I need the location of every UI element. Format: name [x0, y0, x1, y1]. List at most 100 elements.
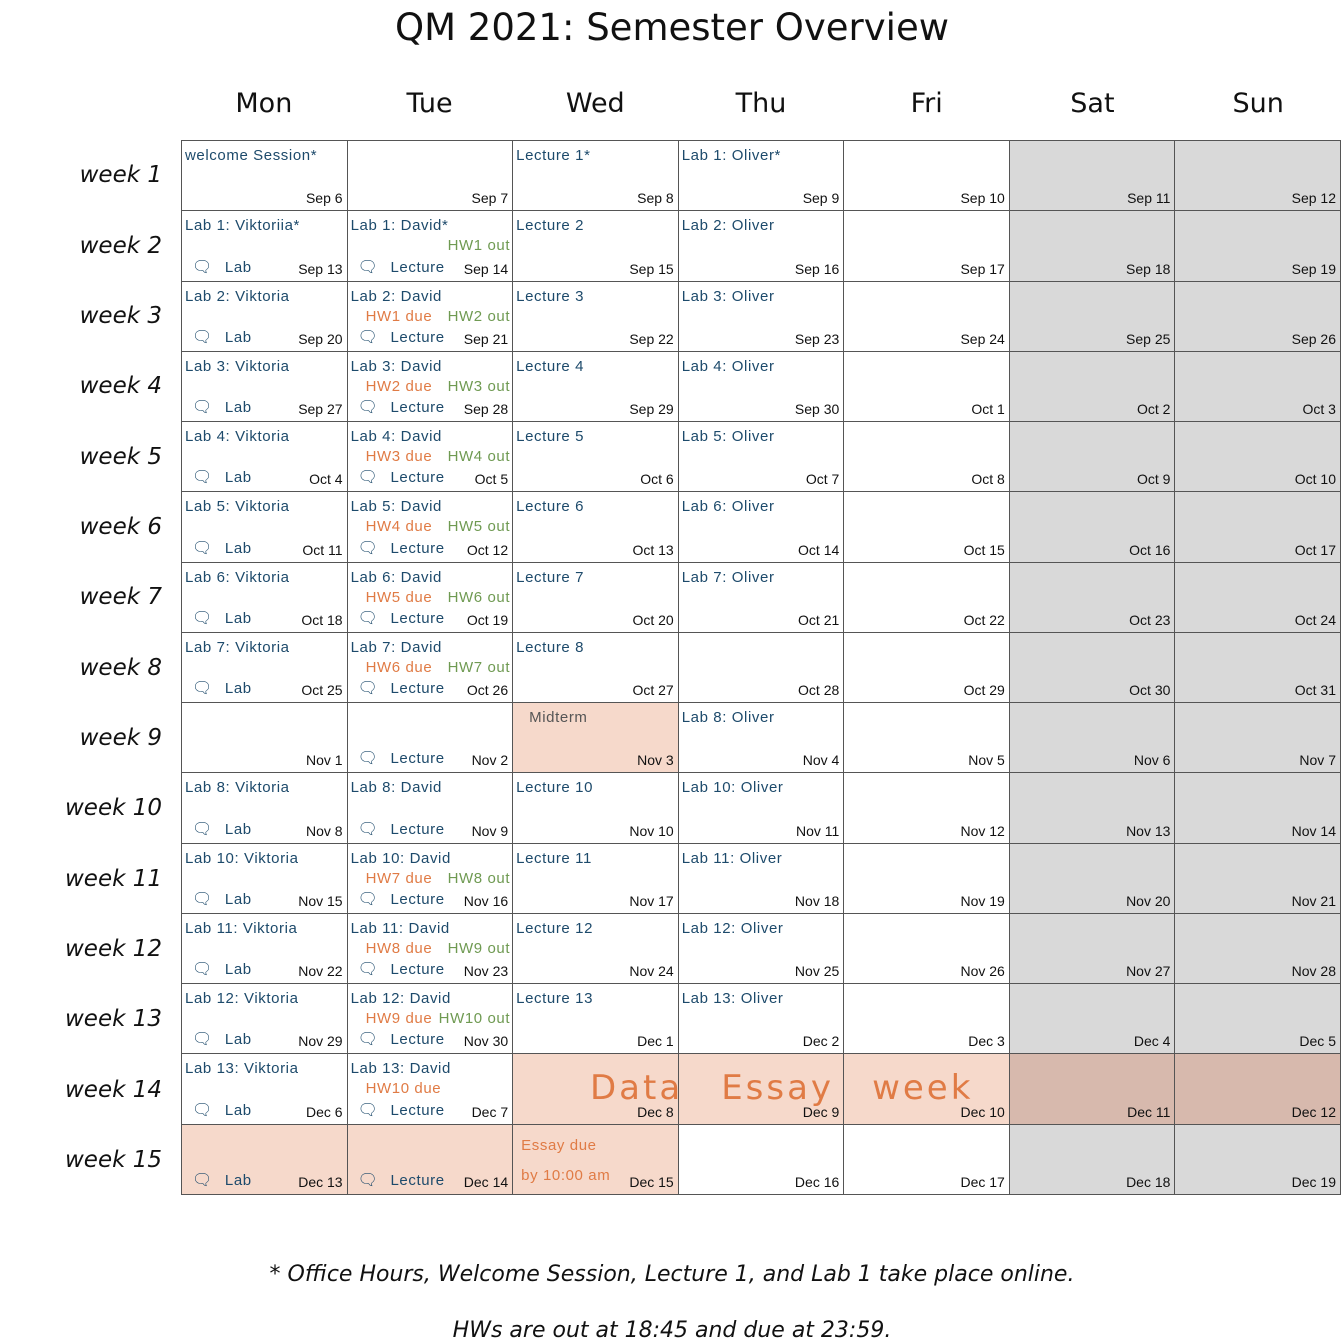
- calendar-day-cell[interactable]: Lab 10: Oliver Nov 11: [678, 773, 845, 844]
- calendar-day-cell[interactable]: Lab 5: Viktoria 🗨 Lab Oct 11: [182, 492, 348, 563]
- calendar-day-cell[interactable]: Dec 5: [1175, 984, 1341, 1055]
- calendar-day-cell[interactable]: Lecture 2 Sep 15: [513, 211, 679, 282]
- calendar-day-cell[interactable]: Oct 28: [678, 632, 845, 704]
- calendar-day-cell[interactable]: Nov 20: [1009, 843, 1176, 914]
- calendar-day-cell[interactable]: Lab 2: Viktoria 🗨 Lab Sep 20: [182, 281, 348, 352]
- calendar-day-cell[interactable]: Nov 12: [844, 773, 1010, 844]
- calendar-day-cell[interactable]: Lab 4: David HW3 due HW4 out 🗨 Lecture Oct 5: [347, 422, 514, 493]
- calendar-day-cell[interactable]: Lab 10: David HW7 due HW8 out 🗨 Lecture Nov 1…: [347, 843, 514, 914]
- calendar-day-cell[interactable]: Lecture 11 Nov 17: [513, 843, 679, 914]
- calendar-day-cell[interactable]: Lab 3: Oliver Sep 23: [678, 281, 845, 352]
- calendar-day-cell[interactable]: Lecture 4 Sep 29: [513, 351, 679, 423]
- calendar-day-cell[interactable]: Essay due by 10:00 am Dec 15: [513, 1124, 679, 1195]
- calendar-day-cell[interactable]: Lab 2: David HW1 due HW2 out 🗨 Lecture Sep 21: [347, 281, 514, 352]
- calendar-day-cell[interactable]: Lecture 12 Nov 24: [513, 913, 679, 985]
- calendar-day-cell[interactable]: Nov 27: [1009, 913, 1176, 985]
- calendar-day-cell[interactable]: Lab 7: Viktoria 🗨 Lab Oct 25: [182, 632, 348, 704]
- calendar-day-cell[interactable]: Lab 8: David 🗨 Lecture Nov 9: [347, 773, 514, 844]
- calendar-day-cell[interactable]: Oct 22: [844, 562, 1010, 633]
- calendar-day-cell[interactable]: Midterm Nov 3: [513, 703, 679, 774]
- calendar-day-cell[interactable]: 🗨 Lecture Nov 2: [347, 703, 514, 774]
- calendar-day-cell[interactable]: Lab 8: Oliver Nov 4: [678, 703, 845, 774]
- calendar-day-cell[interactable]: Lab 13: David HW10 due 🗨 Lecture Dec 7: [347, 1054, 514, 1125]
- calendar-day-cell[interactable]: Sep 17: [844, 211, 1010, 282]
- calendar-day-cell[interactable]: Lab 3: David HW2 due HW3 out 🗨 Lecture Sep 28: [347, 351, 514, 423]
- calendar-day-cell[interactable]: Oct 9: [1009, 422, 1176, 493]
- calendar-day-cell[interactable]: Oct 23: [1009, 562, 1176, 633]
- calendar-day-cell[interactable]: Lab 8: Viktoria 🗨 Lab Nov 8: [182, 773, 348, 844]
- calendar-day-cell[interactable]: Lab 12: Viktoria 🗨 Lab Nov 29: [182, 984, 348, 1055]
- calendar-day-cell[interactable]: Oct 3: [1175, 351, 1341, 423]
- calendar-day-cell[interactable]: Lecture 5 Oct 6: [513, 422, 679, 493]
- calendar-day-cell[interactable]: Sep 10: [844, 141, 1010, 212]
- calendar-day-cell[interactable]: Lab 13: Oliver Dec 2: [678, 984, 845, 1055]
- calendar-day-cell[interactable]: Lecture 6 Oct 13: [513, 492, 679, 563]
- calendar-day-cell[interactable]: Sep 12: [1175, 141, 1341, 212]
- calendar-day-cell[interactable]: welcome Session* Sep 6: [182, 141, 348, 212]
- calendar-day-cell[interactable]: Oct 29: [844, 632, 1010, 704]
- calendar-day-cell[interactable]: Lecture 13 Dec 1: [513, 984, 679, 1055]
- calendar-day-cell[interactable]: 🗨 Lab Dec 13: [182, 1124, 348, 1195]
- calendar-day-cell[interactable]: Dec 3: [844, 984, 1010, 1055]
- calendar-day-cell[interactable]: Nov 7: [1175, 703, 1341, 774]
- calendar-day-cell[interactable]: Lab 2: Oliver Sep 16: [678, 211, 845, 282]
- calendar-day-cell[interactable]: Oct 2: [1009, 351, 1176, 423]
- calendar-day-cell[interactable]: Dec 17: [844, 1124, 1010, 1195]
- calendar-day-cell[interactable]: Lab 12: David HW9 due HW10 out 🗨 Lecture Nov …: [347, 984, 514, 1055]
- calendar-day-cell[interactable]: Nov 5: [844, 703, 1010, 774]
- calendar-day-cell[interactable]: Lab 4: Oliver Sep 30: [678, 351, 845, 423]
- calendar-day-cell[interactable]: Sep 26: [1175, 281, 1341, 352]
- calendar-day-cell[interactable]: Dec 16: [678, 1124, 845, 1195]
- calendar-day-cell[interactable]: Lab 1: Oliver* Sep 9: [678, 141, 845, 212]
- calendar-day-cell[interactable]: Lab 7: Oliver Oct 21: [678, 562, 845, 633]
- calendar-day-cell[interactable]: Lecture 7 Oct 20: [513, 562, 679, 633]
- calendar-day-cell[interactable]: Dec 10: [844, 1054, 1010, 1125]
- calendar-day-cell[interactable]: Lab 1: David* HW1 out 🗨 Lecture Sep 14: [347, 211, 514, 282]
- calendar-day-cell[interactable]: Nov 28: [1175, 913, 1341, 985]
- calendar-day-cell[interactable]: Lab 11: Viktoria 🗨 Lab Nov 22: [182, 913, 348, 985]
- calendar-day-cell[interactable]: Nov 1: [182, 703, 348, 774]
- calendar-day-cell[interactable]: Nov 14: [1175, 773, 1341, 844]
- calendar-day-cell[interactable]: Lab 5: David HW4 due HW5 out 🗨 Lecture Oct 12: [347, 492, 514, 563]
- calendar-day-cell[interactable]: Oct 17: [1175, 492, 1341, 563]
- calendar-day-cell[interactable]: Sep 11: [1009, 141, 1176, 212]
- calendar-day-cell[interactable]: Lab 7: David HW6 due HW7 out 🗨 Lecture Oct 26: [347, 632, 514, 704]
- calendar-day-cell[interactable]: Dec 4: [1009, 984, 1176, 1055]
- calendar-day-cell[interactable]: Oct 16: [1009, 492, 1176, 563]
- calendar-day-cell[interactable]: Dec 8: [513, 1054, 679, 1125]
- calendar-day-cell[interactable]: Oct 1: [844, 351, 1010, 423]
- calendar-day-cell[interactable]: Sep 25: [1009, 281, 1176, 352]
- calendar-day-cell[interactable]: Nov 26: [844, 913, 1010, 985]
- calendar-day-cell[interactable]: Lab 6: Viktoria 🗨 Lab Oct 18: [182, 562, 348, 633]
- calendar-day-cell[interactable]: Lab 4: Viktoria 🗨 Lab Oct 4: [182, 422, 348, 493]
- calendar-day-cell[interactable]: Lab 3: Viktoria 🗨 Lab Sep 27: [182, 351, 348, 423]
- calendar-day-cell[interactable]: Nov 13: [1009, 773, 1176, 844]
- calendar-day-cell[interactable]: Dec 19: [1175, 1124, 1341, 1195]
- calendar-day-cell[interactable]: Lab 1: Viktoriia* 🗨 Lab Sep 13: [182, 211, 348, 282]
- calendar-day-cell[interactable]: Lecture 10 Nov 10: [513, 773, 679, 844]
- calendar-day-cell[interactable]: Dec 9: [678, 1054, 845, 1125]
- calendar-day-cell[interactable]: Lab 6: Oliver Oct 14: [678, 492, 845, 563]
- calendar-day-cell[interactable]: Sep 19: [1175, 211, 1341, 282]
- calendar-day-cell[interactable]: Oct 15: [844, 492, 1010, 563]
- calendar-day-cell[interactable]: Oct 31: [1175, 632, 1341, 704]
- calendar-day-cell[interactable]: Oct 10: [1175, 422, 1341, 493]
- calendar-day-cell[interactable]: Lecture 3 Sep 22: [513, 281, 679, 352]
- calendar-day-cell[interactable]: Lab 11: David HW8 due HW9 out 🗨 Lecture Nov 2…: [347, 913, 514, 985]
- calendar-day-cell[interactable]: Lab 5: Oliver Oct 7: [678, 422, 845, 493]
- calendar-day-cell[interactable]: Nov 21: [1175, 843, 1341, 914]
- calendar-day-cell[interactable]: 🗨 Lecture Dec 14: [347, 1124, 514, 1195]
- calendar-day-cell[interactable]: Nov 19: [844, 843, 1010, 914]
- calendar-day-cell[interactable]: Lab 11: Oliver Nov 18: [678, 843, 845, 914]
- calendar-day-cell[interactable]: Lab 6: David HW5 due HW6 out 🗨 Lecture Oct 19: [347, 562, 514, 633]
- calendar-day-cell[interactable]: Sep 24: [844, 281, 1010, 352]
- calendar-day-cell[interactable]: Dec 12: [1175, 1054, 1341, 1125]
- calendar-day-cell[interactable]: Lecture 1* Sep 8: [513, 141, 679, 212]
- calendar-day-cell[interactable]: Nov 6: [1009, 703, 1176, 774]
- calendar-day-cell[interactable]: Oct 8: [844, 422, 1010, 493]
- calendar-day-cell[interactable]: Oct 24: [1175, 562, 1341, 633]
- calendar-day-cell[interactable]: Sep 18: [1009, 211, 1176, 282]
- calendar-day-cell[interactable]: Oct 30: [1009, 632, 1176, 704]
- calendar-day-cell[interactable]: Lab 13: Viktoria 🗨 Lab Dec 6: [182, 1054, 348, 1125]
- calendar-day-cell[interactable]: Sep 7: [347, 141, 514, 212]
